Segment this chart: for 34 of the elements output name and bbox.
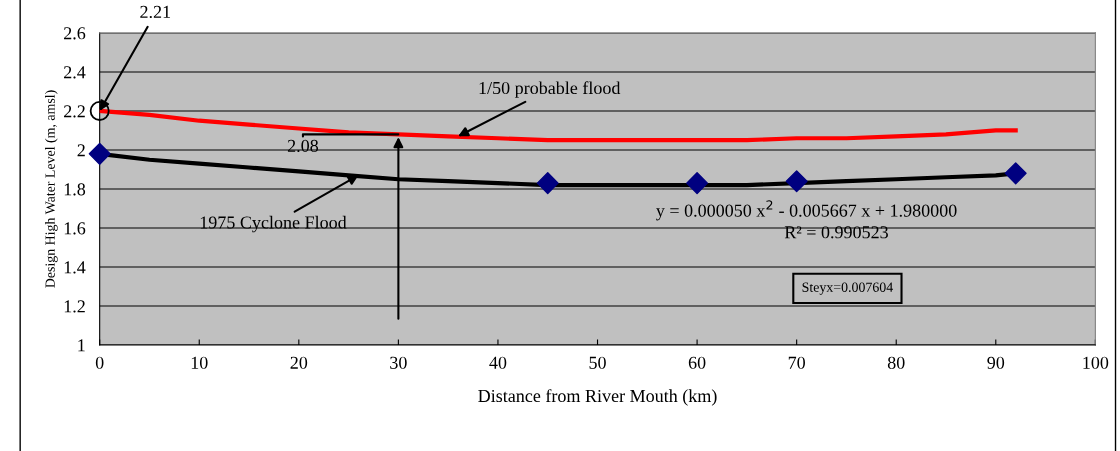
x-tick-label: 0 [95,356,104,369]
x-tick-label: 30 [390,356,407,369]
annotation: 1975 Cyclone Flood [200,215,347,233]
point [88,142,111,165]
x-tick-label: 90 [987,356,1005,369]
annotation: 2.21 [140,5,171,19]
x-axis-title: Distance from River Mouth (km) [478,389,717,406]
x-tick-label: 80 [887,356,905,369]
annotation: 2.08 [287,139,319,153]
point [536,172,559,195]
y-tick-label: 1 [78,339,85,352]
y-tick-label: 2.2 [64,105,85,118]
annotation: y = 0.000050 x$^{2}$ - 0.005667 x + 1.980000 [656,200,957,221]
x-tick-label: 60 [688,356,706,369]
x-tick-label: 70 [788,356,805,369]
point [785,170,808,193]
x-tick-label: 20 [290,356,308,369]
y-tick-label: 2.4 [64,66,86,79]
y-tick-label: 1.6 [64,222,86,235]
point [1004,162,1027,185]
x-tick-label: 40 [489,356,507,369]
y-tick-label: 1.8 [64,183,86,196]
y-tick-label: 1.2 [64,300,85,313]
x-tick-label: 10 [191,356,208,369]
annotation: 1/50 probable flood [479,81,621,98]
annotation: Steyx=0.007604 [802,282,893,295]
y-axis-title: Design High Water Level (m, amsl) [45,90,58,288]
x-tick-label: 100 [1083,356,1109,369]
y-tick-label: 2 [77,144,85,157]
point [686,172,709,195]
x-tick-label: 50 [589,356,606,369]
y-tick-label: 1.4 [64,261,86,274]
annotation: R² = 0.990523 [784,226,888,239]
y-tick-label: 2.6 [64,27,86,40]
